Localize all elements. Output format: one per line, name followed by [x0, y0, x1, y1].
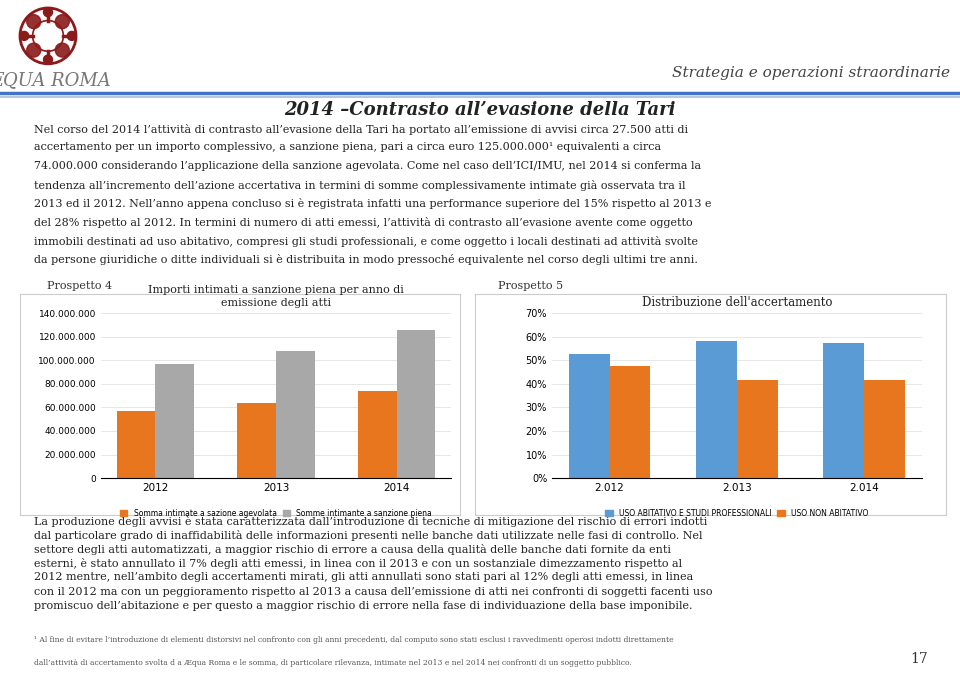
Circle shape	[27, 43, 40, 57]
Bar	[276, 351, 315, 478]
Bar	[610, 366, 650, 478]
Legend: Somma intimate a sazione agevolata, Somme intimante a sanzione piena: Somma intimate a sazione agevolata, Somm…	[117, 506, 435, 521]
Bar	[737, 380, 778, 478]
Bar	[824, 343, 864, 478]
Text: immobili destinati ad uso abitativo, compresi gli studi professionali, e come og: immobili destinati ad uso abitativo, com…	[34, 235, 698, 246]
Text: Prospetto 5: Prospetto 5	[498, 281, 564, 290]
Circle shape	[27, 14, 40, 29]
Text: da persone giuridiche o ditte individuali si è distribuita in modo pressoché equ: da persone giuridiche o ditte individual…	[34, 254, 698, 265]
Title: Importi intimati a sanzione piena per anno di
emissione degli atti: Importi intimati a sanzione piena per an…	[148, 285, 404, 308]
Text: settore degli atti automatizzati, a maggior rischio di errore a causa della qual: settore degli atti automatizzati, a magg…	[34, 544, 671, 555]
Circle shape	[67, 32, 76, 41]
Text: 74.000.000 considerando l’applicazione della sanzione agevolata. Come nel caso d: 74.000.000 considerando l’applicazione d…	[34, 161, 701, 171]
Circle shape	[56, 14, 69, 29]
Text: 17: 17	[910, 652, 928, 666]
Bar	[117, 411, 156, 478]
Text: accertamento per un importo complessivo, a sanzione piena, pari a circa euro 125: accertamento per un importo complessivo,…	[34, 142, 660, 153]
Text: Prospetto 4: Prospetto 4	[47, 281, 112, 290]
Text: esterni, è stato annullato il 7% degli atti emessi, in linea con il 2013 e con u: esterni, è stato annullato il 7% degli a…	[34, 559, 682, 570]
Text: con il 2012 ma con un peggioramento rispetto al 2013 a causa dell’emissione di a: con il 2012 ma con un peggioramento risp…	[34, 587, 712, 596]
Circle shape	[56, 43, 69, 57]
Text: promiscuo dell’abitazione e per questo a maggior rischio di errore nella fase di: promiscuo dell’abitazione e per questo a…	[34, 601, 692, 611]
Bar	[396, 330, 435, 478]
Text: 2013 ed il 2012. Nell’anno appena concluso si è registrata infatti una performan: 2013 ed il 2012. Nell’anno appena conclu…	[34, 198, 711, 209]
Text: La produzione degli avvisi è stata caratterizzata dall’introduzione di tecniche : La produzione degli avvisi è stata carat…	[34, 516, 707, 527]
Text: dall’attività di accertamento svolta d a Æqua Roma e le somma, di particolare ri: dall’attività di accertamento svolta d a…	[34, 659, 632, 667]
Text: ÆQUA ROMA: ÆQUA ROMA	[0, 71, 110, 89]
Text: Strategia e operazioni straordinarie: Strategia e operazioni straordinarie	[672, 66, 950, 80]
Text: 2014 –Contrasto all’evasione della Tari: 2014 –Contrasto all’evasione della Tari	[284, 101, 676, 119]
Circle shape	[20, 32, 29, 41]
Bar	[696, 341, 737, 478]
Bar	[864, 380, 904, 478]
Bar	[237, 402, 276, 478]
Text: ¹ Al fine di evitare l’introduzione di elementi distorsivi nel confronto con gli: ¹ Al fine di evitare l’introduzione di e…	[34, 636, 673, 645]
Legend: USO ABITATIVO E STUDI PROFESSIONALI, USO NON ABITATIVO: USO ABITATIVO E STUDI PROFESSIONALI, USO…	[602, 506, 872, 521]
Title: Distribuzione dell'accertamento: Distribuzione dell'accertamento	[641, 296, 832, 309]
Text: Nel corso del 2014 l’attività di contrasto all’evasione della Tari ha portato al: Nel corso del 2014 l’attività di contras…	[34, 124, 687, 135]
Text: del 28% rispetto al 2012. In termini di numero di atti emessi, l’attività di con: del 28% rispetto al 2012. In termini di …	[34, 217, 692, 228]
Bar	[156, 364, 194, 478]
Text: dal particolare grado di inaffidabilità delle informazioni presenti nelle banche: dal particolare grado di inaffidabilità …	[34, 530, 702, 541]
Bar	[568, 354, 610, 478]
Circle shape	[43, 8, 53, 17]
Text: 2012 mentre, nell’ambito degli accertamenti mirati, gli atti annullati sono stat: 2012 mentre, nell’ambito degli accertame…	[34, 572, 693, 583]
Circle shape	[43, 55, 53, 64]
Text: tendenza all’incremento dell’azione accertativa in termini di somme complessivam: tendenza all’incremento dell’azione acce…	[34, 180, 685, 191]
Bar	[358, 391, 396, 478]
